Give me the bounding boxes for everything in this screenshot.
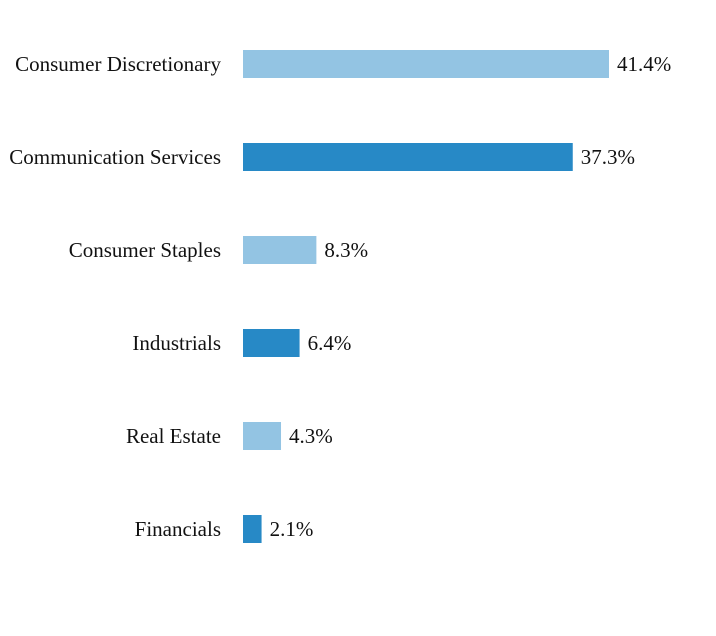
value-label-industrials: 6.4% — [308, 331, 352, 355]
bar-consumer-staples — [243, 236, 317, 264]
labels-layer: Consumer Discretionary 41.4% Communication… — [9, 52, 671, 541]
bar-consumer-discretionary — [243, 50, 609, 78]
value-label-real-estate: 4.3% — [289, 424, 333, 448]
category-label-real-estate: Real Estate — [126, 424, 221, 448]
value-label-financials: 2.1% — [270, 517, 314, 541]
bars-layer — [243, 50, 609, 543]
category-label-consumer-staples: Consumer Staples — [69, 238, 221, 262]
bar-industrials — [243, 329, 300, 357]
category-label-financials: Financials — [135, 517, 221, 541]
category-label-consumer-discretionary: Consumer Discretionary — [15, 52, 221, 76]
bar-real-estate — [243, 422, 282, 450]
value-label-consumer-staples: 8.3% — [324, 238, 368, 262]
category-label-industrials: Industrials — [132, 331, 221, 355]
bar-communication-services — [243, 143, 573, 171]
value-label-communication-services: 37.3% — [581, 145, 635, 169]
bar-financials — [243, 515, 262, 543]
value-label-consumer-discretionary: 41.4% — [617, 52, 671, 76]
category-label-communication-services: Communication Services — [9, 145, 221, 169]
